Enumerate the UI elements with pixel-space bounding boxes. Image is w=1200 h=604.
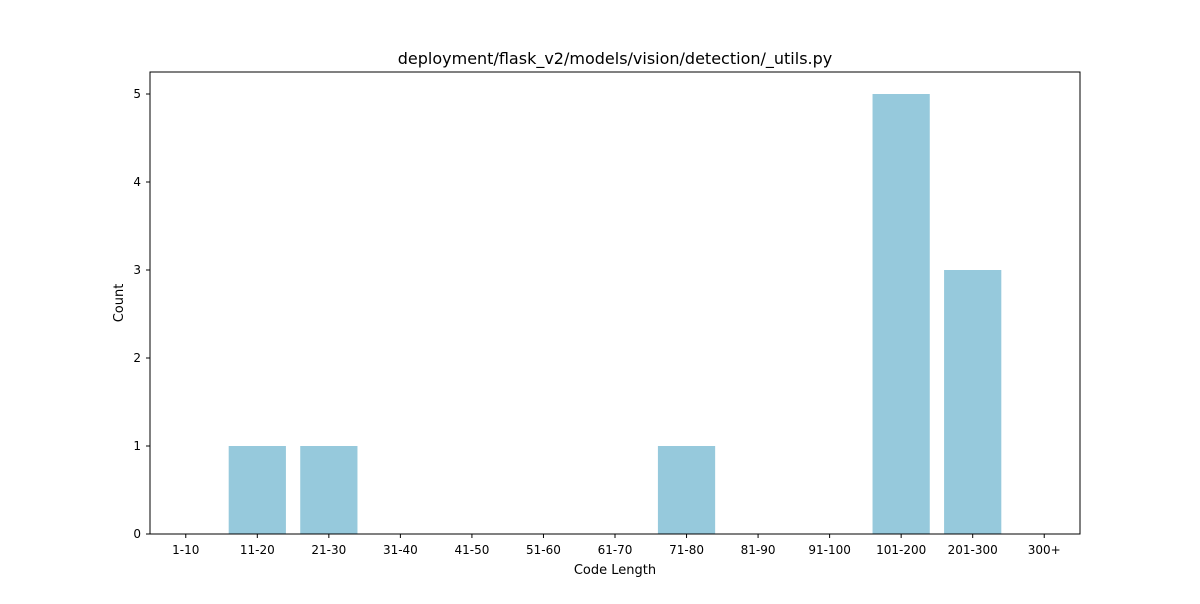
y-tick-label: 3 [133,263,141,277]
y-axis-label: Count [112,284,127,323]
x-axis-label: Code Length [574,563,656,578]
x-tick-label: 300+ [1028,543,1061,557]
bar-11-20 [228,446,286,534]
bars-layer [228,94,1002,534]
y-tick-label: 1 [133,439,141,453]
y-axis-ticks: 0 1 2 3 4 5 [133,87,150,541]
bar-101-200 [872,94,930,534]
x-tick-label: 101-200 [876,543,926,557]
y-tick-label: 5 [133,87,141,101]
x-tick-label: 71-80 [669,543,704,557]
y-tick-label: 2 [133,351,141,365]
bar-71-80 [657,446,716,534]
x-tick-label: 91-100 [808,543,851,557]
x-tick-label: 21-30 [311,543,346,557]
x-tick-label: 51-60 [526,543,561,557]
x-tick-label: 1-10 [172,543,199,557]
x-tick-label: 81-90 [741,543,776,557]
y-tick-label: 0 [133,527,141,541]
x-tick-label: 201-300 [948,543,998,557]
x-tick-label: 41-50 [454,543,489,557]
x-tick-label: 11-20 [240,543,275,557]
y-tick-label: 4 [133,175,141,189]
x-axis-ticks: 1-10 11-20 21-30 31-40 41-50 51-60 61-70 71-80 8… [172,534,1061,557]
chart-title: deployment/flask_v2/models/vision/detect… [398,49,832,69]
x-tick-label: 31-40 [383,543,418,557]
x-tick-label: 61-70 [598,543,633,557]
plot-frame [149,71,1081,535]
bar-21-30 [300,446,358,534]
bar-201-300 [944,270,1002,534]
